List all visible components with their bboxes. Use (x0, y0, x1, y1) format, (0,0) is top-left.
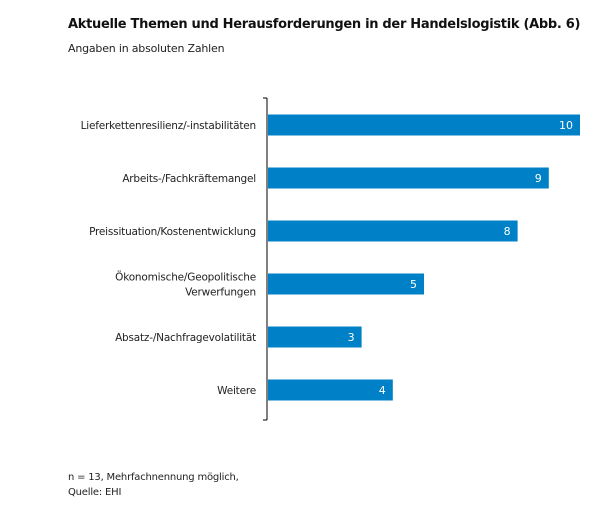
bar (268, 114, 580, 136)
chart-subtitle: Angaben in absoluten Zahlen (68, 42, 225, 55)
data-label: 8 (504, 225, 511, 238)
bar (268, 379, 393, 401)
data-label: 5 (410, 278, 417, 291)
bar (268, 220, 518, 242)
category-label: Absatz-/Nachfragevolatilität (115, 332, 256, 344)
footnote: n = 13, Mehrfachnennung möglich, Quelle:… (68, 470, 239, 500)
chart-title: Aktuelle Themen und Herausforderungen in… (68, 17, 581, 32)
category-label: Preissituation/Kostenentwicklung (89, 226, 256, 238)
category-label: Arbeits-/Fachkräftemangel (122, 173, 256, 185)
bar (268, 326, 362, 348)
footnote-line: n = 13, Mehrfachnennung möglich, (68, 472, 239, 483)
footnote-source: Quelle: EHI (68, 487, 122, 498)
data-label: 10 (559, 119, 573, 132)
category-label: Ökonomische/Geopolitische (115, 271, 256, 284)
category-label: Verwerfungen (185, 287, 256, 299)
data-label: 4 (379, 384, 386, 397)
category-label: Lieferkettenresilienz/-instabilitäten (81, 120, 256, 132)
data-label: 9 (535, 172, 542, 185)
data-label: 3 (348, 331, 355, 344)
bar (268, 167, 549, 189)
bar (268, 273, 424, 295)
category-label: Weitere (217, 385, 256, 397)
